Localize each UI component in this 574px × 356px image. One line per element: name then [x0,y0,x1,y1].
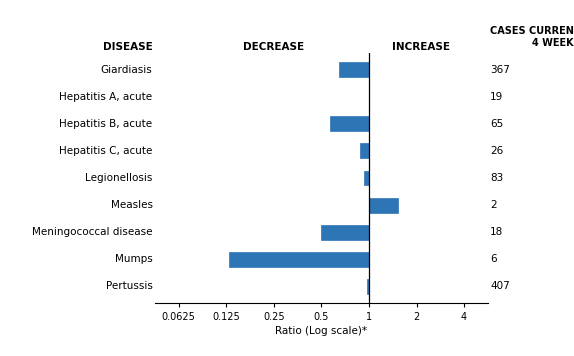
Text: Hepatitis B, acute: Hepatitis B, acute [60,119,153,129]
Bar [339,62,369,77]
Text: Pertussis: Pertussis [106,281,153,291]
Text: 2: 2 [490,200,497,210]
Text: Mumps: Mumps [115,254,153,264]
Text: CASES CURRENT
4 WEEKS: CASES CURRENT 4 WEEKS [490,26,574,48]
Bar [367,279,369,294]
Text: Hepatitis C, acute: Hepatitis C, acute [59,146,153,156]
Text: 6: 6 [490,254,497,264]
Text: 83: 83 [490,173,503,183]
Bar [321,225,369,240]
Bar [369,198,398,213]
Text: 19: 19 [490,92,503,102]
Text: 407: 407 [490,281,510,291]
Text: 367: 367 [490,65,510,75]
Text: DISEASE: DISEASE [103,42,153,52]
Text: 65: 65 [490,119,503,129]
Bar [360,143,369,158]
Bar [229,252,369,267]
Text: Hepatitis A, acute: Hepatitis A, acute [60,92,153,102]
Text: Measles: Measles [111,200,153,210]
Text: INCREASE: INCREASE [392,42,451,52]
Text: Meningococcal disease: Meningococcal disease [32,227,153,237]
Text: DECREASE: DECREASE [243,42,304,52]
Text: 26: 26 [490,146,503,156]
Bar [331,116,369,131]
Text: 18: 18 [490,227,503,237]
X-axis label: Ratio (Log scale)*: Ratio (Log scale)* [276,326,367,336]
Text: Legionellosis: Legionellosis [85,173,153,183]
Bar [364,171,369,185]
Text: Giardiasis: Giardiasis [101,65,153,75]
